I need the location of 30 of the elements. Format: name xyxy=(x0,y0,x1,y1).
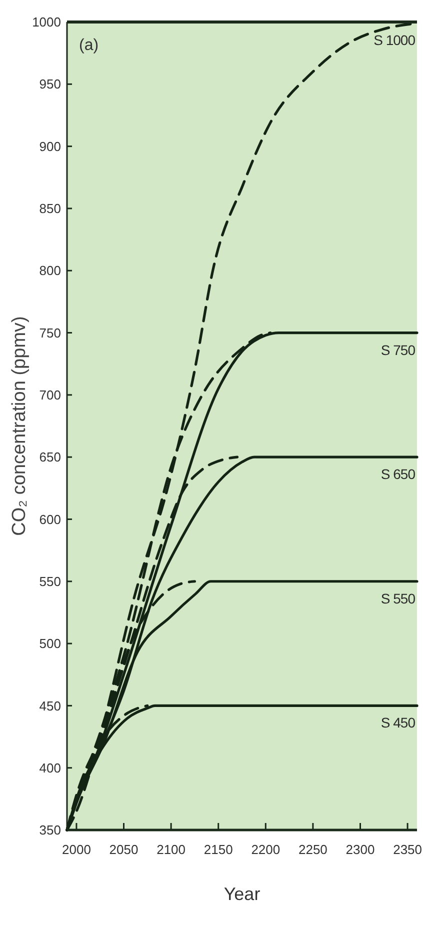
x-tick-label: 2050 xyxy=(109,842,138,857)
x-tick-label: 2000 xyxy=(62,842,91,857)
series-label: S 1000 xyxy=(374,32,416,48)
series-label: S 450 xyxy=(380,714,416,731)
y-tick-label: 950 xyxy=(39,76,61,92)
y-tick-label: 800 xyxy=(39,263,61,278)
annotation: (a) xyxy=(79,37,99,54)
series-label: S 550 xyxy=(380,590,416,606)
y-tick-label: 650 xyxy=(39,450,61,465)
y-axis-title: CO₂ concentration (ppmv) xyxy=(9,316,30,536)
y-tick-label: 600 xyxy=(39,512,61,527)
x-tick-label: 2350 xyxy=(393,842,422,857)
y-tick-label: 850 xyxy=(39,201,61,216)
y-tick-label: 750 xyxy=(39,325,61,340)
y-tick-label: 900 xyxy=(39,138,61,154)
x-tick-label: 2250 xyxy=(298,842,328,857)
x-tick-label: 2100 xyxy=(156,842,186,857)
series-label: S 650 xyxy=(380,466,416,482)
x-tick-label: 2300 xyxy=(346,842,375,857)
y-tick-label: 700 xyxy=(39,387,61,402)
y-tick-label: 500 xyxy=(39,636,61,652)
y-tick-label: 550 xyxy=(39,574,61,589)
series-label: S 750 xyxy=(380,342,416,358)
x-axis-title: Year xyxy=(224,884,260,904)
x-tick-label: 2200 xyxy=(251,842,280,857)
x-tick-label: 2150 xyxy=(204,842,233,857)
y-tick-label: 350 xyxy=(39,822,61,838)
y-tick-label: 1000 xyxy=(32,14,61,30)
y-tick-label: 450 xyxy=(39,698,61,714)
y-tick-label: 400 xyxy=(39,760,61,776)
